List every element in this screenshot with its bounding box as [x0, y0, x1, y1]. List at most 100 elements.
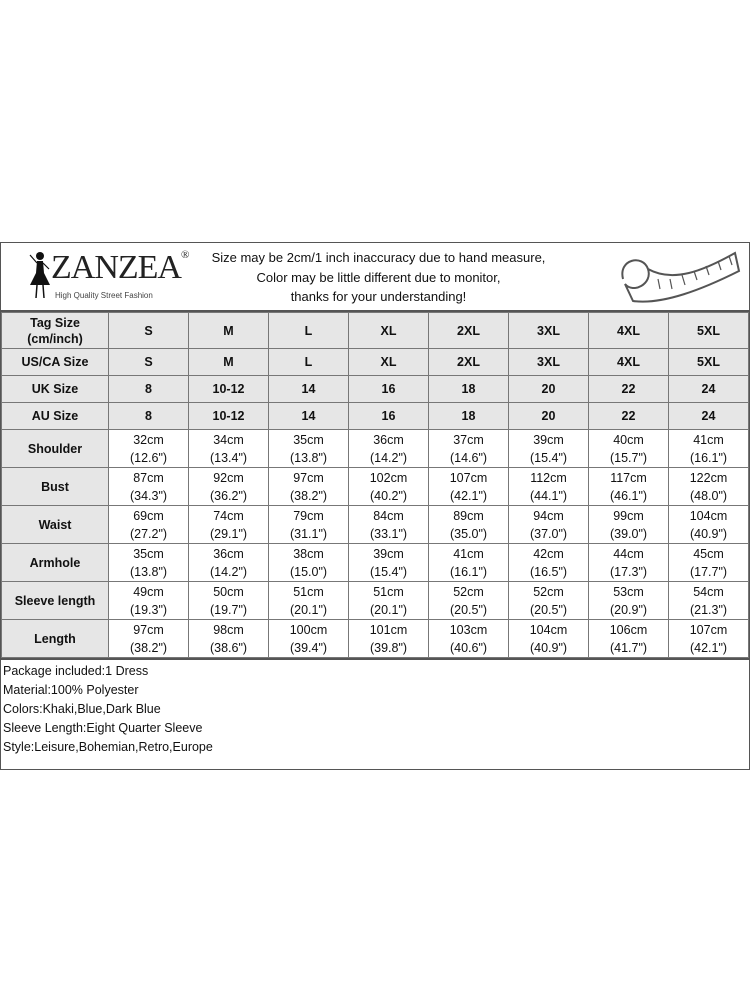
measurement-row: Armhole 35cm (13.8") 36cm (14.2") 38cm (15.0")…: [1, 543, 749, 582]
inch-value: (14.6"): [449, 450, 488, 465]
size-cell: 8: [108, 375, 189, 403]
size-cell: 4XL: [588, 312, 669, 349]
size-cell: 18: [428, 375, 509, 403]
cm-value: 34cm: [213, 432, 244, 447]
cm-value: 89cm: [453, 508, 484, 523]
cm-value: 87cm: [133, 470, 164, 485]
size-cell: M: [188, 312, 269, 349]
row-label: Tag Size (cm/inch): [1, 312, 109, 349]
brand-name: ZANZEA®: [51, 249, 189, 287]
notice-text: Size may be 2cm/1 inch inaccuracy due to…: [196, 248, 561, 307]
measurement-cell: 39cm (15.4"): [508, 429, 589, 468]
size-cell: 24: [668, 402, 749, 430]
inch-value: (40.9"): [529, 640, 568, 655]
cm-value: 98cm: [213, 622, 244, 637]
cm-value: 45cm: [693, 546, 724, 561]
row-label: Armhole: [1, 543, 109, 582]
inch-value: (38.2"): [129, 640, 168, 655]
inch-value: (39.0"): [609, 526, 648, 541]
size-cell: XL: [348, 348, 429, 376]
cm-value: 102cm: [369, 470, 408, 485]
cm-value: 122cm: [689, 470, 728, 485]
row-label: Sleeve length: [1, 581, 109, 620]
inch-value: (15.7"): [609, 450, 648, 465]
measurement-cell: 99cm (39.0"): [588, 505, 669, 544]
cm-value: 50cm: [213, 584, 244, 599]
size-cell: 4XL: [588, 348, 669, 376]
note-sleeve: Sleeve Length:Eight Quarter Sleeve: [3, 721, 203, 735]
measurement-cell: 34cm (13.4"): [188, 429, 269, 468]
inch-value: (40.2"): [369, 488, 408, 503]
size-row: US/CA Size S M L XL 2XL 3XL 4XL 5XL: [1, 348, 749, 376]
size-cell: 22: [588, 402, 669, 430]
size-cell: 16: [348, 402, 429, 430]
size-cell: 24: [668, 375, 749, 403]
measurement-cell: 36cm (14.2"): [348, 429, 429, 468]
cm-value: 97cm: [293, 470, 324, 485]
cm-value: 38cm: [293, 546, 324, 561]
inch-value: (42.1"): [689, 640, 728, 655]
cm-value: 117cm: [610, 470, 647, 485]
size-cell: 14: [268, 402, 349, 430]
measurement-row: Length 97cm (38.2") 98cm (38.6") 100cm (39.4")…: [1, 619, 749, 658]
row-label: US/CA Size: [1, 348, 109, 376]
measurement-cell: 97cm (38.2"): [108, 619, 189, 658]
cm-value: 84cm: [373, 508, 404, 523]
inch-value: (37.0"): [529, 526, 568, 541]
measurement-cell: 87cm (34.3"): [108, 467, 189, 506]
inch-value: (20.1"): [289, 602, 328, 617]
cm-value: 35cm: [133, 546, 164, 561]
cm-value: 41cm: [453, 546, 484, 561]
measurement-cell: 69cm (27.2"): [108, 505, 189, 544]
measurement-row: Sleeve length 49cm (19.3") 50cm (19.7") 51cm (…: [1, 581, 749, 620]
note-colors: Colors:Khaki,Blue,Dark Blue: [3, 702, 161, 716]
measurement-cell: 104cm (40.9"): [668, 505, 749, 544]
cm-value: 92cm: [213, 470, 244, 485]
measurement-cell: 106cm (41.7"): [588, 619, 669, 658]
size-cell: 10-12: [188, 375, 269, 403]
size-cell: XL: [348, 312, 429, 349]
inch-value: (16.1"): [689, 450, 728, 465]
measurement-cell: 52cm (20.5"): [428, 581, 509, 620]
cm-value: 52cm: [453, 584, 484, 599]
inch-value: (15.0"): [289, 564, 328, 579]
cm-value: 51cm: [293, 584, 324, 599]
measurement-cell: 42cm (16.5"): [508, 543, 589, 582]
brand-tagline: High Quality Street Fashion: [55, 291, 153, 300]
measurement-cell: 40cm (15.7"): [588, 429, 669, 468]
inch-value: (13.8"): [129, 564, 168, 579]
cm-value: 112cm: [530, 470, 567, 485]
chart-header: ZANZEA® High Quality Street Fashion Size…: [1, 243, 749, 312]
measurement-cell: 101cm (39.8"): [348, 619, 429, 658]
cm-value: 44cm: [613, 546, 644, 561]
cm-value: 42cm: [533, 546, 564, 561]
measurement-cell: 50cm (19.7"): [188, 581, 269, 620]
registered-mark: ®: [180, 249, 189, 261]
size-cell: 20: [508, 375, 589, 403]
cm-value: 100cm: [289, 622, 328, 637]
size-cell: 18: [428, 402, 509, 430]
cm-value: 79cm: [293, 508, 324, 523]
cm-value: 35cm: [293, 432, 324, 447]
inch-value: (40.6"): [449, 640, 488, 655]
cm-value: 74cm: [213, 508, 244, 523]
size-chart: ZANZEA® High Quality Street Fashion Size…: [0, 242, 750, 770]
measurement-cell: 122cm (48.0"): [668, 467, 749, 506]
inch-value: (35.0"): [449, 526, 488, 541]
measurement-cell: 102cm (40.2"): [348, 467, 429, 506]
inch-value: (20.5"): [529, 602, 568, 617]
size-cell: 3XL: [508, 348, 589, 376]
measurement-cell: 39cm (15.4"): [348, 543, 429, 582]
size-cell: 16: [348, 375, 429, 403]
inch-value: (31.1"): [289, 526, 328, 541]
size-cell: 8: [108, 402, 189, 430]
cm-value: 94cm: [533, 508, 564, 523]
product-notes: Package included:1 Dress Material:100% P…: [1, 658, 749, 769]
cm-value: 36cm: [373, 432, 404, 447]
cm-value: 39cm: [533, 432, 564, 447]
fashion-figure-icon: [29, 252, 50, 299]
size-cell: L: [268, 312, 349, 349]
measurement-cell: 44cm (17.3"): [588, 543, 669, 582]
size-cell: 10-12: [188, 402, 269, 430]
measurement-cell: 112cm (44.1"): [508, 467, 589, 506]
